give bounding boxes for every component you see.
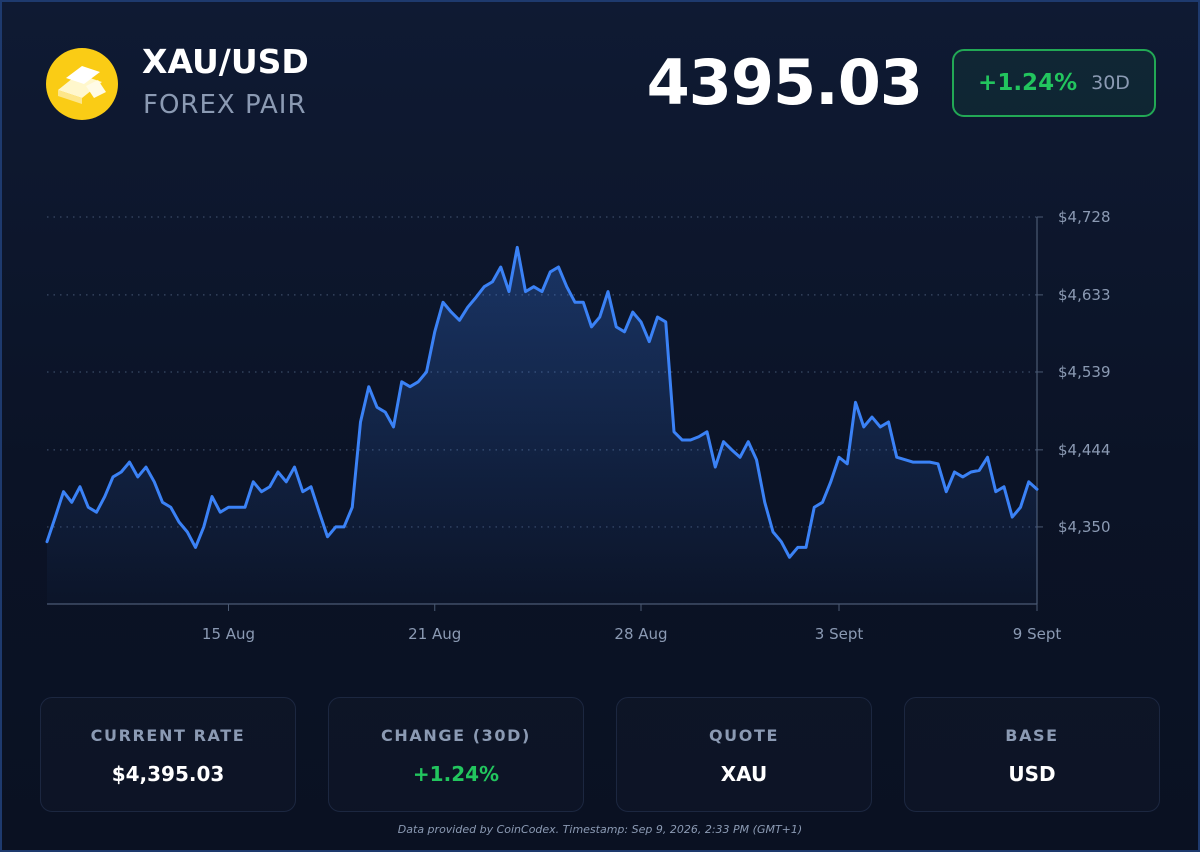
price-line xyxy=(45,245,1039,559)
pair-subtitle: FOREX PAIR xyxy=(143,90,307,120)
x-tick-label: 9 Sept xyxy=(1013,625,1062,643)
stat-card: CHANGE (30D) +1.24% xyxy=(328,697,584,812)
price: 4395.03 xyxy=(646,46,923,119)
logo xyxy=(46,48,118,120)
y-tick-label: $4,350 xyxy=(1058,518,1111,536)
x-tick-label: 28 Aug xyxy=(614,625,667,643)
stat-label: CHANGE (30D) xyxy=(381,726,531,745)
logo-bar-small xyxy=(86,80,106,98)
stat-value: $4,395.03 xyxy=(111,762,225,786)
logo-bar-top xyxy=(66,66,100,84)
logo-bar xyxy=(58,74,102,98)
y-tick-label: $4,444 xyxy=(1058,441,1111,459)
change-period: 30D xyxy=(1091,72,1130,94)
stat-card: CURRENT RATE $4,395.03 xyxy=(40,697,296,812)
stat-card: QUOTE XAU xyxy=(616,697,872,812)
change-value: +1.24% xyxy=(978,70,1078,96)
stat-label: QUOTE xyxy=(708,726,780,745)
area-fill xyxy=(47,247,1037,604)
stat-value: USD xyxy=(1008,762,1056,786)
y-tick-label: $4,633 xyxy=(1058,286,1111,304)
chart: $4,728 $4,633 $4,539 $4,444 $4,350 15 Aug 21 A… xyxy=(45,48,1111,643)
stat-label: CURRENT RATE xyxy=(90,726,246,745)
logo-bar-side xyxy=(58,90,82,104)
y-tick-label: $4,539 xyxy=(1058,363,1111,381)
pair-title: XAU/USD xyxy=(142,42,309,81)
stat-value: XAU xyxy=(720,762,768,786)
footer-note: Data provided by CoinCodex. Timestamp: S… xyxy=(397,823,803,836)
y-tick-label: $4,728 xyxy=(1058,208,1111,226)
stat-label: BASE xyxy=(1005,726,1059,745)
x-tick-label: 3 Sept xyxy=(815,625,864,643)
change-badge: +1.24% 30D xyxy=(952,49,1156,117)
x-tick-label: 15 Aug xyxy=(202,625,255,643)
stat-value: +1.24% xyxy=(412,762,500,786)
stat-card: BASE USD xyxy=(904,697,1160,812)
x-tick-label: 21 Aug xyxy=(408,625,461,643)
